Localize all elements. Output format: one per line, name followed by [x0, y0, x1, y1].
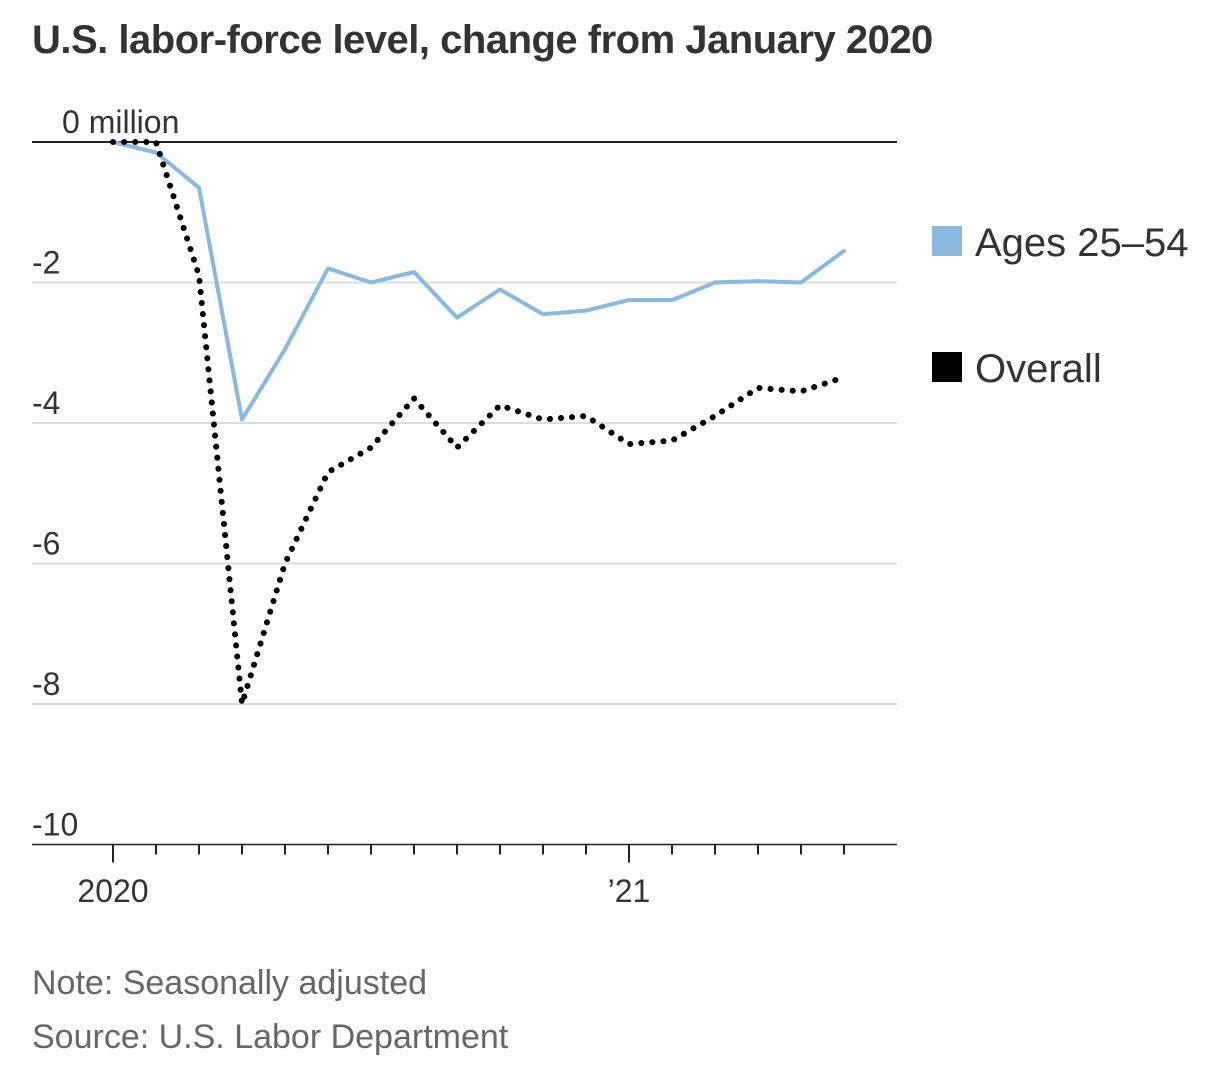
series-line-ages-25-54	[111, 140, 846, 422]
series-layer	[110, 139, 847, 707]
legend-swatch	[932, 226, 962, 256]
x-tick-label: 2020	[77, 873, 148, 909]
y-tick-label: -8	[32, 666, 60, 702]
legend-label: Overall	[975, 347, 1102, 391]
chart-title: U.S. labor-force level, change from Janu…	[32, 18, 933, 62]
legend-label: Ages 25–54	[975, 221, 1189, 265]
series-line-overall	[110, 139, 847, 707]
axis-layer: 0 million -2 -4 -6 -8 -10 2020 ’21	[32, 104, 845, 909]
chart-note: Note: Seasonally adjusted	[32, 964, 428, 1002]
line-chart: 0 million -2 -4 -6 -8 -10 2020 ’21 Ages 25–54 Ov…	[32, 104, 1189, 909]
y-tick-label: -6	[32, 526, 60, 562]
y-tick-label: 0 million	[62, 104, 179, 140]
y-tick-label: -4	[32, 385, 60, 421]
chart-source: Source: U.S. Labor Department	[32, 1018, 509, 1056]
y-tick-label: -2	[32, 245, 60, 281]
x-tick-label: ’21	[608, 873, 651, 909]
legend-swatch	[932, 352, 962, 382]
y-tick-label: -10	[32, 807, 78, 843]
legend-layer: Ages 25–54 Overall	[932, 221, 1189, 391]
grid-layer	[32, 141, 897, 846]
